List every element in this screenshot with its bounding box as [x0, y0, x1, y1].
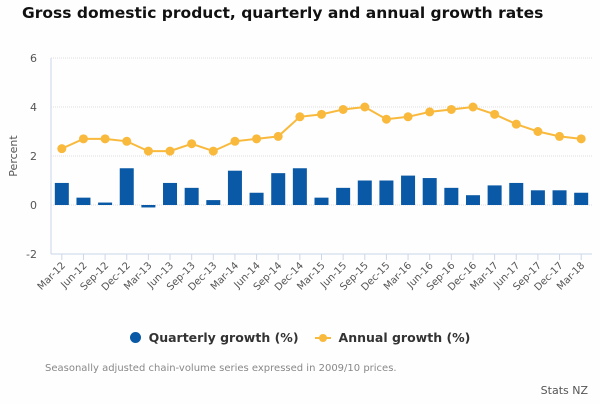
line-point[interactable]: [230, 136, 240, 146]
line-point[interactable]: [273, 131, 283, 141]
bar: [292, 168, 307, 205]
line-point[interactable]: [78, 134, 88, 144]
bar: [357, 180, 372, 205]
line-point[interactable]: [403, 112, 413, 122]
x-axis-ticks: Mar-12Jun-12Sep-12Dec-12Mar-13Jun-13Sep-…: [36, 254, 587, 293]
line-point[interactable]: [446, 104, 456, 114]
legend-bar-marker-icon: [129, 332, 141, 343]
line-point[interactable]: [100, 134, 110, 144]
line-point[interactable]: [490, 109, 500, 119]
legend: Quarterly growth (%) Annual growth (%): [0, 330, 600, 345]
bar: [574, 192, 589, 205]
chart-note: Seasonally adjusted chain-volume series …: [45, 363, 397, 374]
chart-plot: -2 0 2 4 6 Mar-12Jun-12Sep-12Dec-12Mar-13Jun…: [7, 52, 592, 293]
y-tick-label: 2: [30, 150, 37, 163]
line-point[interactable]: [252, 134, 262, 144]
bar: [465, 195, 480, 205]
line-point[interactable]: [555, 131, 565, 141]
line-point[interactable]: [576, 134, 586, 144]
bar: [422, 178, 437, 205]
line-point[interactable]: [533, 127, 543, 136]
source-credit: Stats NZ: [540, 384, 588, 397]
line-point[interactable]: [295, 112, 305, 122]
y-axis-title: Percent: [7, 135, 20, 177]
line-point[interactable]: [143, 146, 153, 156]
line-point[interactable]: [511, 119, 521, 129]
legend-label-annual: Annual growth (%): [338, 330, 471, 345]
bar: [271, 173, 286, 205]
y-axis-ticks: -2 0 2 4 6: [26, 52, 37, 261]
y-tick-label: -2: [26, 248, 37, 261]
bar: [249, 192, 264, 205]
bar: [487, 185, 502, 205]
bar-series: [54, 168, 589, 208]
line-point[interactable]: [468, 102, 478, 112]
bar: [552, 190, 567, 205]
bar: [227, 170, 242, 205]
line-point[interactable]: [122, 136, 132, 146]
legend-label-quarterly: Quarterly growth (%): [148, 330, 299, 345]
gridlines: [50, 57, 592, 255]
line-point[interactable]: [360, 102, 370, 112]
legend-line-marker-icon: [314, 333, 331, 343]
y-tick-label: 0: [30, 199, 37, 212]
line-point[interactable]: [57, 144, 67, 154]
bar: [336, 187, 351, 205]
bar: [163, 182, 178, 205]
y-tick-label: 4: [30, 101, 37, 114]
line-point[interactable]: [165, 146, 175, 156]
bar: [444, 187, 459, 205]
bar: [76, 197, 91, 205]
legend-item-annual[interactable]: Annual growth (%): [314, 330, 471, 345]
bar: [141, 205, 156, 208]
bar: [530, 190, 545, 205]
bar: [98, 202, 113, 205]
chart-title: Gross domestic product, quarterly and an…: [22, 4, 544, 22]
bar: [119, 168, 134, 205]
bar: [379, 180, 394, 205]
line-point[interactable]: [317, 109, 326, 119]
line-point[interactable]: [381, 114, 391, 124]
bar: [206, 200, 221, 205]
bar: [54, 182, 69, 205]
line-point[interactable]: [425, 107, 435, 117]
bar: [184, 187, 199, 205]
line-point[interactable]: [338, 104, 348, 114]
line-series: [57, 102, 586, 156]
y-tick-label: 6: [30, 52, 37, 65]
bar: [314, 197, 329, 205]
line-point[interactable]: [208, 146, 218, 156]
line-point[interactable]: [187, 139, 197, 149]
bar: [401, 175, 416, 205]
legend-item-quarterly[interactable]: Quarterly growth (%): [129, 330, 299, 345]
bar: [509, 182, 524, 205]
